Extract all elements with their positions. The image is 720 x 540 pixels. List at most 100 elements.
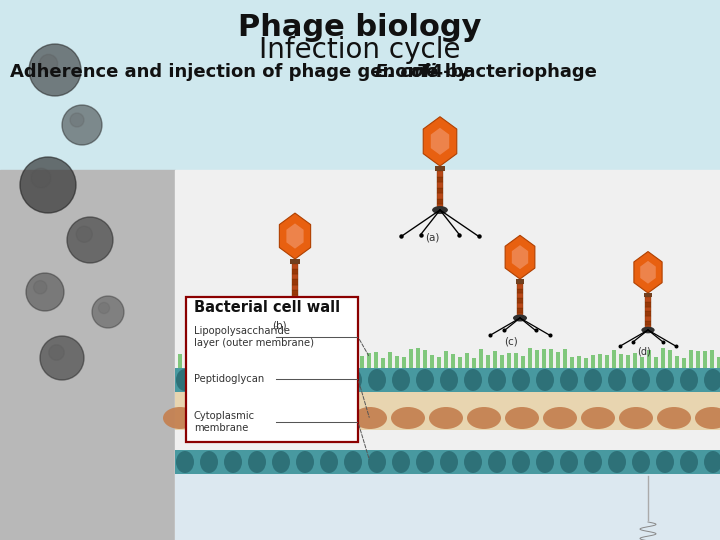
Bar: [626, 355, 630, 368]
Ellipse shape: [581, 407, 615, 429]
Bar: [451, 354, 455, 368]
Bar: [248, 358, 252, 368]
Circle shape: [99, 302, 109, 314]
Bar: [175, 170, 720, 540]
Polygon shape: [423, 117, 456, 166]
Ellipse shape: [464, 369, 482, 391]
Bar: [542, 349, 546, 368]
Bar: [556, 352, 560, 368]
Bar: [292, 289, 298, 295]
Circle shape: [34, 281, 47, 294]
Bar: [175, 368, 720, 392]
Ellipse shape: [704, 369, 720, 391]
Bar: [514, 353, 518, 368]
Bar: [374, 352, 378, 368]
Polygon shape: [634, 252, 662, 293]
Ellipse shape: [488, 451, 506, 473]
Bar: [535, 350, 539, 368]
Bar: [437, 188, 443, 193]
Ellipse shape: [296, 451, 314, 473]
Bar: [717, 357, 720, 368]
Bar: [528, 348, 532, 368]
Ellipse shape: [176, 451, 194, 473]
Text: (d): (d): [637, 346, 651, 356]
Bar: [346, 354, 350, 368]
Ellipse shape: [344, 369, 362, 391]
Bar: [479, 349, 483, 368]
Ellipse shape: [432, 206, 448, 214]
Bar: [486, 355, 490, 368]
Bar: [332, 355, 336, 368]
Bar: [605, 355, 609, 368]
Bar: [696, 351, 700, 368]
Bar: [283, 356, 287, 368]
Bar: [645, 321, 651, 325]
Bar: [262, 350, 266, 368]
Ellipse shape: [320, 369, 338, 391]
Ellipse shape: [224, 369, 242, 391]
Ellipse shape: [272, 369, 290, 391]
Bar: [570, 357, 574, 368]
Ellipse shape: [429, 407, 463, 429]
Bar: [276, 356, 280, 368]
Ellipse shape: [391, 407, 425, 429]
Bar: [423, 350, 427, 368]
Ellipse shape: [320, 451, 338, 473]
Bar: [619, 354, 623, 368]
Bar: [206, 356, 210, 368]
Bar: [0, 170, 175, 540]
Bar: [584, 357, 588, 368]
Text: Cytoplasmic
membrane: Cytoplasmic membrane: [194, 410, 255, 434]
Circle shape: [31, 168, 51, 188]
Bar: [178, 354, 182, 368]
Text: Phage biology: Phage biology: [238, 14, 482, 43]
Ellipse shape: [560, 451, 578, 473]
Text: T4-bacteriophage: T4-bacteriophage: [412, 63, 597, 81]
Bar: [290, 355, 294, 368]
Polygon shape: [279, 213, 310, 259]
Bar: [516, 279, 524, 284]
Ellipse shape: [608, 369, 626, 391]
Ellipse shape: [277, 407, 311, 429]
Bar: [234, 352, 238, 368]
Ellipse shape: [695, 407, 720, 429]
Ellipse shape: [344, 451, 362, 473]
Bar: [612, 350, 616, 368]
Bar: [517, 288, 523, 293]
Bar: [269, 356, 273, 368]
Bar: [220, 357, 224, 368]
Bar: [175, 450, 720, 474]
Ellipse shape: [163, 407, 197, 429]
Text: E. coli: E. coli: [375, 63, 436, 81]
Bar: [367, 353, 371, 368]
Circle shape: [62, 105, 102, 145]
Ellipse shape: [584, 369, 602, 391]
Bar: [661, 348, 665, 368]
Bar: [199, 352, 203, 368]
Ellipse shape: [536, 369, 554, 391]
Text: (b): (b): [272, 320, 287, 330]
Bar: [598, 354, 602, 368]
Ellipse shape: [608, 451, 626, 473]
Bar: [563, 349, 567, 368]
Bar: [325, 356, 329, 368]
Bar: [517, 284, 523, 288]
Bar: [465, 353, 469, 368]
Ellipse shape: [416, 369, 434, 391]
Ellipse shape: [464, 451, 482, 473]
Ellipse shape: [392, 369, 410, 391]
Bar: [517, 303, 523, 308]
Ellipse shape: [656, 369, 674, 391]
Bar: [192, 350, 196, 368]
Bar: [311, 355, 315, 368]
Ellipse shape: [287, 296, 302, 303]
Ellipse shape: [296, 369, 314, 391]
Ellipse shape: [368, 369, 386, 391]
Bar: [645, 307, 651, 312]
Polygon shape: [640, 261, 656, 284]
Bar: [703, 350, 707, 368]
Circle shape: [40, 55, 58, 72]
Bar: [437, 171, 443, 177]
Bar: [227, 349, 231, 368]
Text: Bacterial cell wall: Bacterial cell wall: [194, 300, 340, 315]
